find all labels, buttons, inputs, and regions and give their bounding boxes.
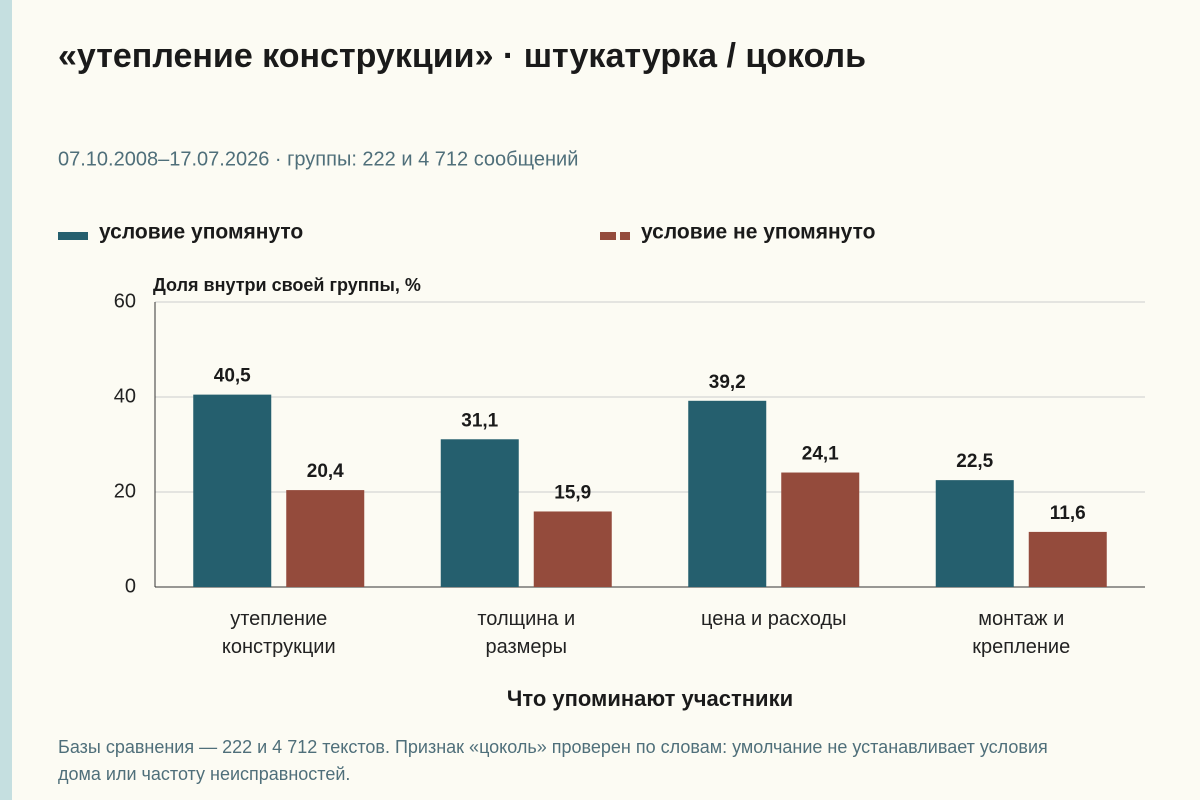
note-box: Базы сравнения — 222 и 4 712 текстов. Пр… xyxy=(58,737,1048,784)
bar xyxy=(781,472,860,587)
y-tick-label: 0 xyxy=(125,575,136,597)
x-axis-label: Что упоминают участники xyxy=(507,686,793,711)
bar xyxy=(193,394,272,587)
x-tick-box: толщина и размеры xyxy=(477,608,576,658)
note: Базы сравнения — 222 и 4 712 текстов. Пр… xyxy=(58,737,1048,784)
data-label: 22,5 xyxy=(956,451,993,472)
y-tick-label: 20 xyxy=(114,480,136,502)
chart-title: «утепление конструкции» · штукатурка / ц… xyxy=(58,37,866,75)
data-label: 39,2 xyxy=(709,372,746,393)
bar xyxy=(1028,531,1107,587)
x-tick-box: монтаж и крепление xyxy=(972,608,1071,658)
x-tick-box: цена и расходы xyxy=(700,608,847,630)
data-label: 31,1 xyxy=(461,410,498,431)
x-tick-label: монтаж и крепление xyxy=(972,608,1071,658)
data-label: 24,1 xyxy=(802,444,839,465)
side-strip xyxy=(0,0,12,800)
bar xyxy=(440,439,519,587)
legend-label: условие не упомянуто xyxy=(641,221,875,244)
bar xyxy=(533,511,612,587)
y-tick-label: 60 xyxy=(114,290,136,312)
x-tick-label: толщина и размеры xyxy=(477,608,576,658)
y-tick-label: 40 xyxy=(114,385,136,407)
data-label: 40,5 xyxy=(214,366,251,387)
bar xyxy=(286,490,365,587)
x-tick-box: утепление конструкции xyxy=(221,608,336,658)
bar xyxy=(935,480,1014,587)
bar xyxy=(688,400,767,587)
x-tick-label: утепление конструкции xyxy=(221,608,336,658)
data-label: 11,6 xyxy=(1050,503,1086,524)
y-axis-label: Доля внутри своей группы, % xyxy=(153,275,421,295)
x-tick-label: цена и расходы xyxy=(700,608,847,630)
subtitle: 07.10.2008–17.07.2026 · группы: 222 и 4 … xyxy=(58,148,578,170)
data-label: 20,4 xyxy=(307,461,344,482)
legend-label: условие упомянуто xyxy=(99,221,303,244)
data-label: 15,9 xyxy=(554,482,591,503)
